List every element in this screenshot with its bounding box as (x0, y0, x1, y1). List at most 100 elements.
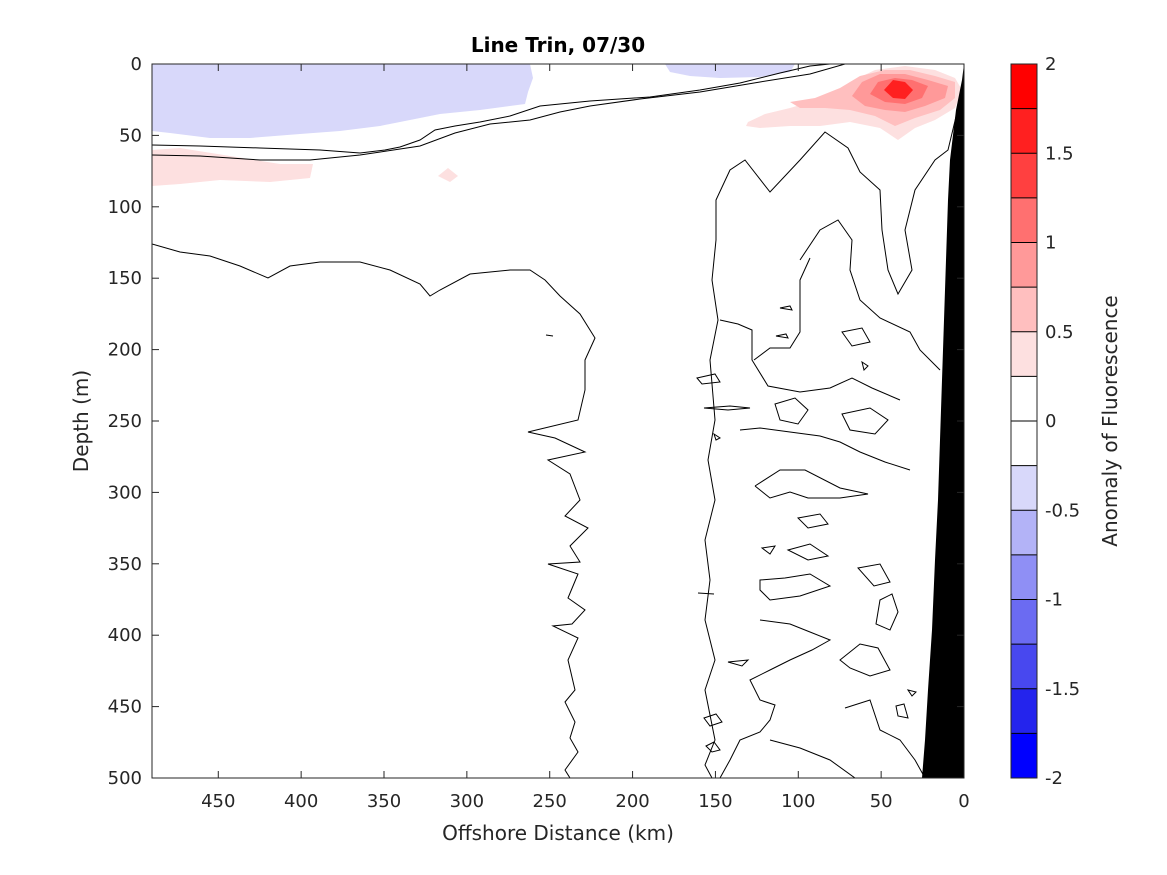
colorbar-segment (1011, 688, 1037, 734)
contour-island-5 (841, 327, 871, 347)
bathymetry (922, 64, 964, 778)
contour-deep-4 (844, 699, 926, 778)
colorbar-tick-label: 0.5 (1045, 322, 1074, 343)
contour-island-18 (906, 689, 917, 697)
colorbar-segment (1011, 108, 1037, 154)
y-tick-label: 400 (108, 625, 142, 646)
x-tick-label: 450 (201, 791, 235, 812)
colorbar-segment (1011, 287, 1037, 333)
contour-island-10 (705, 741, 721, 753)
colorbar-segment (1011, 510, 1037, 556)
colorbar-segment (1011, 599, 1037, 645)
x-tick-label: 0 (958, 791, 969, 812)
contour-island-2 (841, 407, 889, 435)
x-tick-label: 100 (781, 791, 815, 812)
colorbar-tick-label: 2 (1045, 54, 1056, 75)
colorbar-tick-label: -2 (1045, 768, 1063, 789)
y-tick-label: 250 (108, 411, 142, 432)
contour-island-7 (703, 405, 751, 411)
colorbar-segment (1011, 331, 1037, 377)
positive-anomaly-patch (438, 168, 458, 182)
contour-mid-4 (719, 619, 832, 778)
contour-inner-2 (753, 257, 811, 361)
colorbar-tick-label: -1 (1045, 590, 1063, 611)
contour-island-3 (786, 543, 830, 561)
x-tick-label: 200 (615, 791, 649, 812)
positive-anomaly-band (152, 148, 313, 186)
x-tick-label: 250 (533, 791, 567, 812)
colorbar-segment (1011, 554, 1037, 600)
colorbar-tick-label: -0.5 (1045, 500, 1080, 521)
x-tick-label: 350 (367, 791, 401, 812)
x-tick-label: 150 (698, 791, 732, 812)
contour-shallow (152, 64, 831, 154)
contour-mid-2 (754, 469, 869, 499)
x-tick-label: 400 (284, 791, 318, 812)
contour-inner-3 (719, 319, 901, 401)
contour-shelf-front (704, 99, 961, 778)
y-tick-label: 150 (108, 268, 142, 289)
negative-anomaly-region (152, 64, 533, 138)
contour-island-8 (760, 545, 777, 555)
contour-island-16 (545, 334, 554, 337)
contour-deep-3 (857, 563, 891, 587)
colorbar (1010, 63, 1038, 779)
colorbar-segment (1011, 376, 1037, 422)
colorbar-segment (1011, 644, 1037, 690)
y-tick-label: 0 (131, 54, 142, 75)
y-tick-label: 500 (108, 768, 142, 789)
colorbar-segment (1011, 421, 1037, 467)
contour-inner-1 (799, 219, 941, 371)
y-tick-label: 200 (108, 340, 142, 361)
chart-title: Line Trin, 07/30 (471, 33, 645, 57)
contour-deep-2 (875, 593, 899, 631)
y-axis-label: Depth (m) (69, 370, 93, 472)
plot-content (152, 64, 964, 778)
x-axis: 450 400 350 300 250 200 150 100 50 0 (201, 64, 970, 812)
contour-mid-1 (739, 427, 911, 471)
contour-island-17 (697, 592, 715, 595)
y-tick-label: 450 (108, 697, 142, 718)
y-tick-label: 50 (119, 125, 142, 146)
colorbar-tick-label: -1.5 (1045, 679, 1080, 700)
contour-island-4 (796, 513, 829, 529)
contour-island-6 (696, 373, 721, 385)
negative-anomaly-region-2 (665, 64, 795, 78)
x-tick-label: 50 (870, 791, 893, 812)
contour-upper-band (152, 243, 596, 778)
contour-island-14 (861, 360, 869, 371)
contour-deep-5 (769, 739, 856, 778)
y-tick-label: 300 (108, 482, 142, 503)
colorbar-axis: 2 1.5 1 0.5 0 -0.5 -1 -1.5 -2 (1045, 54, 1080, 789)
colorbar-segment (1011, 242, 1037, 288)
x-axis-label: Offshore Distance (km) (442, 821, 674, 845)
coastal-anomaly-peak (884, 80, 913, 99)
colorbar-segment (1011, 153, 1037, 199)
contour-island-11 (727, 659, 750, 667)
contour-lines (152, 64, 961, 778)
y-tick-label: 350 (108, 554, 142, 575)
colorbar-frame (1010, 63, 1038, 779)
colorbar-label: Anomaly of Fluorescence (1098, 295, 1122, 546)
x-tick-label: 300 (450, 791, 484, 812)
colorbar-tick-label: 0 (1045, 411, 1056, 432)
y-axis: 0 50 100 150 200 250 300 350 400 450 500 (108, 54, 964, 789)
y-tick-label: 100 (108, 197, 142, 218)
contour-island-15 (713, 432, 721, 441)
colorbar-segment (1011, 197, 1037, 243)
plot-background (152, 64, 964, 778)
contour-island-9 (703, 713, 723, 727)
contour-island-13 (775, 333, 789, 339)
contour-deep-1 (839, 643, 891, 677)
contour-island-19 (895, 703, 909, 719)
colorbar-segment (1011, 465, 1037, 511)
contour-mid-3 (759, 573, 832, 601)
colorbar-tick-label: 1.5 (1045, 143, 1074, 164)
contour-island-12 (779, 305, 793, 311)
colorbar-segment (1011, 733, 1037, 779)
colorbar-segment (1011, 64, 1037, 110)
colorbar-tick-label: 1 (1045, 233, 1056, 254)
contour-island-1 (774, 397, 809, 425)
contour-surface (152, 64, 846, 161)
